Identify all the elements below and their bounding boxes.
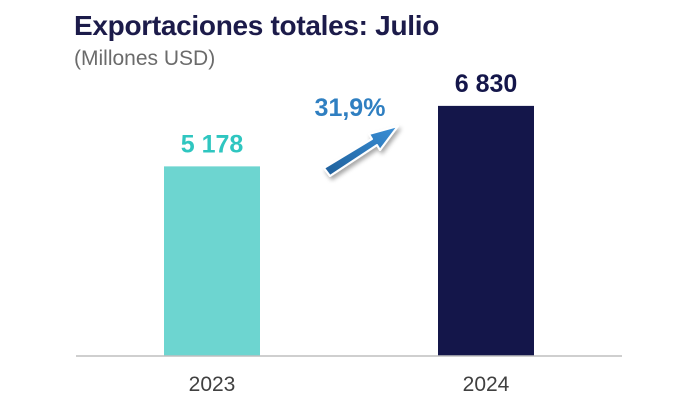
chart-title: Exportaciones totales: Julio bbox=[74, 10, 440, 41]
growth-annotation: 31,9% bbox=[315, 94, 399, 177]
x-tick-label-2024: 2024 bbox=[463, 373, 510, 396]
data-label-2024: 6 830 bbox=[455, 70, 518, 98]
bar-2024 bbox=[438, 105, 534, 356]
growth-percent-label: 31,9% bbox=[315, 94, 386, 122]
x-tick-label-2023: 2023 bbox=[189, 373, 236, 396]
chart-subtitle: (Millones USD) bbox=[74, 47, 216, 70]
bar-2023 bbox=[164, 166, 260, 356]
arrow-up-right-icon bbox=[323, 125, 399, 177]
data-label-2023: 5 178 bbox=[181, 130, 244, 158]
